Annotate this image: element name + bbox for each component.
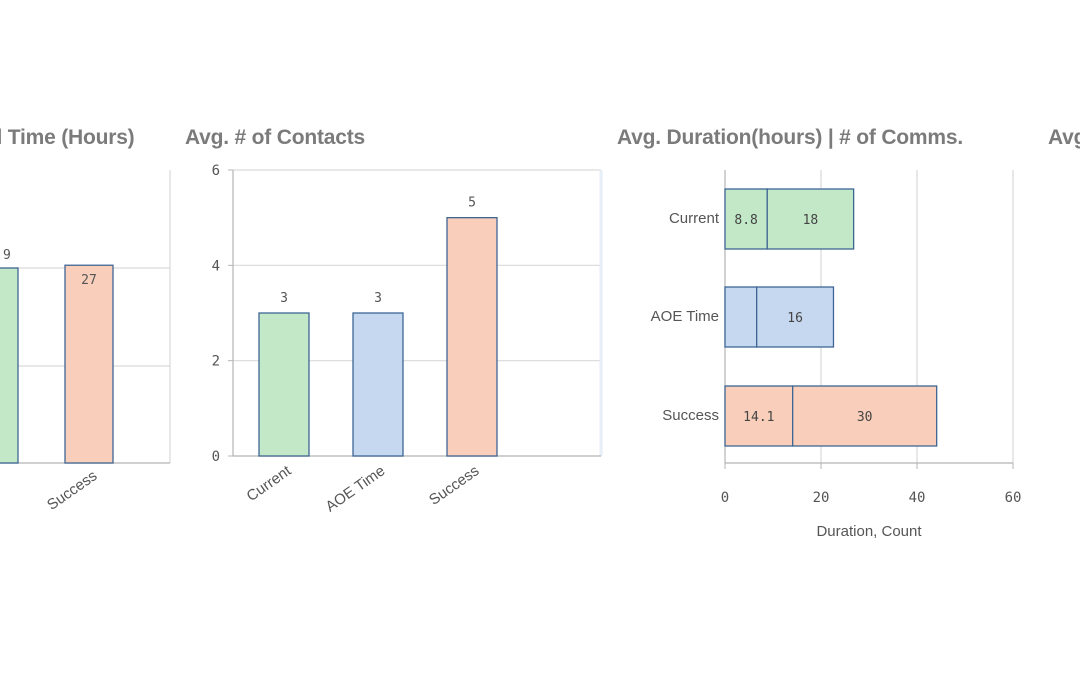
chart-title-avg-time-cropped: ed Time (Hours) — [0, 126, 135, 149]
c2-data-label-2: 5 — [468, 196, 476, 211]
c3-bar-segment-aoe-time-0 — [724, 286, 758, 348]
c2-y-tick-label-1: 2 — [212, 354, 220, 370]
c3-x-axis-label: Duration, Count — [816, 523, 922, 540]
c3-category-label-success: Success — [662, 407, 719, 424]
c2-bar-aoe-time — [352, 312, 404, 457]
c2-bar-success — [446, 217, 498, 457]
c3-bar-segment-current-1 — [766, 188, 855, 250]
c3-bar-segment-success-0 — [724, 385, 794, 447]
c3-x-tick-label-1: 20 — [813, 490, 830, 506]
c2-category-label-2: Success — [426, 462, 482, 508]
c3-category-label-aoe-time: AOE Time — [651, 308, 719, 325]
c3-segment-label-current-1: 18 — [803, 213, 819, 228]
chart-title-avg-duration: Avg. Duration(hours) | # of Comms. — [617, 126, 963, 149]
c1-data-label-cropped: 9 — [3, 248, 11, 263]
c3-bar-segment-aoe-time-1 — [756, 286, 835, 348]
c3-segment-label-success-0: 14.1 — [743, 410, 774, 425]
c2-data-label-0: 3 — [280, 291, 288, 306]
c3-bar-segment-current-0 — [724, 188, 768, 250]
c3-segment-label-aoe-time-1: 16 — [787, 311, 803, 326]
c2-bar-current — [258, 312, 310, 457]
c3-x-tick-label-2: 40 — [909, 490, 926, 506]
c1-bar-success — [64, 264, 114, 464]
c3-x-tick-label-3: 60 — [1005, 490, 1022, 506]
c1-category-label-success: Success — [44, 467, 100, 513]
c3-segment-label-success-1: 30 — [857, 410, 873, 425]
c1-data-label-success: 27 — [81, 273, 97, 288]
c2-category-label-0: Current — [244, 462, 295, 505]
chart-title-cropped-right: Avg — [1048, 126, 1080, 149]
c3-x-tick-label-0: 0 — [721, 490, 729, 506]
c3-bar-segment-success-1 — [792, 385, 938, 447]
c2-y-tick-label-3: 6 — [212, 163, 220, 179]
c1-bar-current-cropped — [0, 267, 19, 464]
c2-y-tick-label-0: 0 — [212, 449, 220, 465]
c2-y-tick-label-2: 4 — [212, 258, 220, 274]
c3-segment-label-current-0: 8.8 — [734, 213, 757, 228]
c2-category-label-1: AOE Time — [323, 462, 389, 515]
c2-data-label-1: 3 — [374, 291, 382, 306]
chart-title-avg-contacts: Avg. # of Contacts — [185, 126, 365, 149]
c3-category-label-current: Current — [669, 210, 720, 227]
